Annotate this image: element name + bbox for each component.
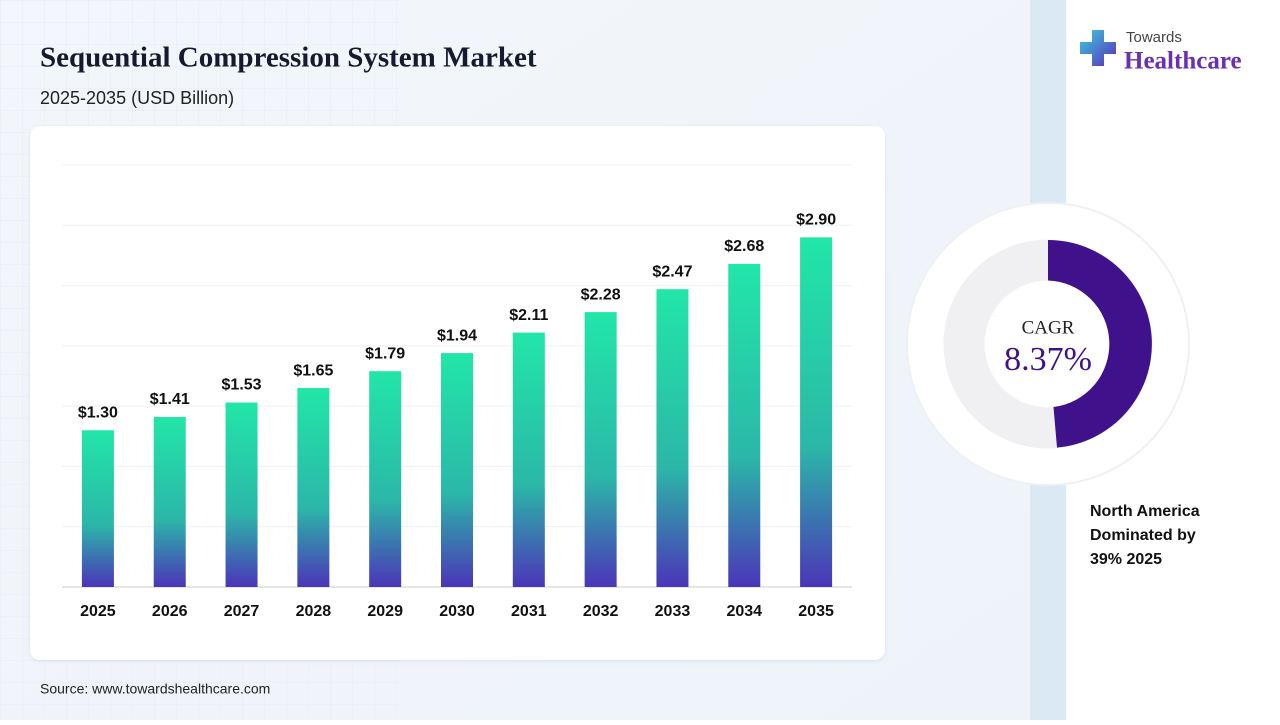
- note-line: Dominated by: [1090, 527, 1196, 544]
- x-tick-label: 2027: [224, 603, 260, 620]
- bar: [297, 388, 330, 587]
- x-tick-label: 2031: [511, 603, 547, 620]
- value-label: $2.47: [652, 263, 692, 280]
- bar: [512, 332, 545, 587]
- bar: [153, 416, 186, 587]
- x-tick-label: 2025: [80, 603, 116, 620]
- bar: [728, 263, 761, 587]
- value-label: $2.28: [581, 286, 621, 303]
- value-label: $2.11: [509, 307, 548, 324]
- value-label: $1.41: [150, 391, 190, 408]
- x-tick-label: 2030: [439, 603, 475, 620]
- bar: [656, 289, 689, 587]
- value-label: $1.53: [222, 377, 262, 394]
- value-label: $1.30: [78, 404, 118, 421]
- bar: [800, 237, 833, 588]
- bar: [369, 371, 402, 587]
- value-label: $1.94: [437, 327, 477, 344]
- value-label: $1.65: [293, 362, 333, 379]
- cagr-label: CAGR: [1022, 317, 1075, 338]
- x-tick-label: 2028: [296, 603, 332, 620]
- value-label: $2.90: [796, 212, 836, 229]
- subtitle: 2025-2035 (USD Billion): [40, 88, 234, 108]
- x-tick-label: 2026: [152, 603, 188, 620]
- donut-arc: [1048, 240, 1152, 448]
- bar: [441, 353, 473, 587]
- x-tick-label: 2034: [726, 603, 762, 620]
- x-tick-label: 2033: [655, 603, 691, 620]
- logo: Towards Healthcare: [1080, 29, 1242, 75]
- title: Sequential Compression System Market: [40, 42, 537, 74]
- logo-top: Towards: [1126, 29, 1182, 46]
- bar: [225, 402, 258, 587]
- bar: [81, 430, 114, 587]
- logo-bottom: Healthcare: [1124, 48, 1242, 75]
- logo-icon: [1080, 30, 1116, 66]
- value-label: $1.79: [365, 345, 405, 362]
- plot: 2025 $1.30 2026 $1.41 2027 $1.53 2028 $1.65 2029…: [62, 164, 852, 620]
- source: Source: www.towardshealthcare.com: [40, 681, 270, 697]
- x-tick-label: 2035: [798, 603, 834, 620]
- cagr-donut: CAGR 8.37%: [906, 202, 1190, 486]
- x-tick-label: 2029: [367, 603, 403, 620]
- bar: [584, 312, 617, 587]
- cagr-value: 8.37%: [1004, 341, 1092, 378]
- note-line: North America: [1090, 503, 1200, 520]
- value-label: $2.68: [724, 238, 764, 255]
- note-line: 39% 2025: [1090, 551, 1162, 568]
- x-tick-label: 2032: [583, 603, 619, 620]
